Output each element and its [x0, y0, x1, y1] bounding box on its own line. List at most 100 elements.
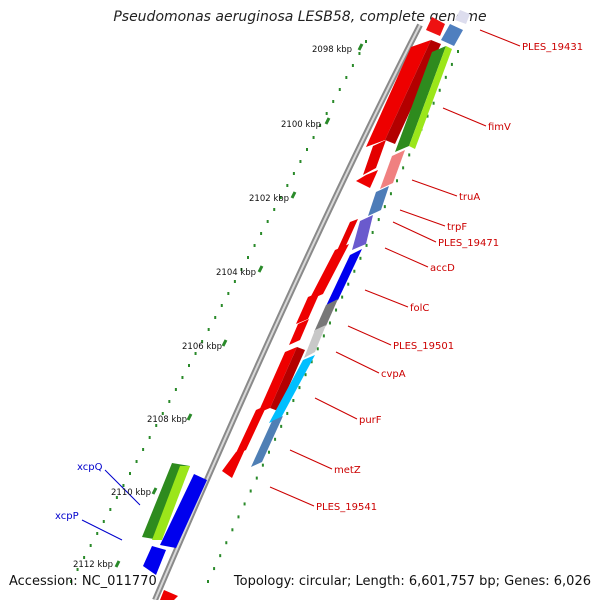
scale-dot: [274, 437, 277, 441]
scale-dot: [188, 364, 190, 367]
gene-block[interactable]: [441, 24, 463, 46]
gene-block[interactable]: [235, 405, 267, 455]
scale-dot: [237, 515, 240, 519]
scale-dot: [310, 360, 313, 364]
gene-label[interactable]: purF: [359, 415, 382, 426]
scale-dot: [89, 544, 92, 547]
scale-dot: [377, 218, 380, 222]
kbp-label: 2104 kbp: [216, 268, 256, 278]
gene-label[interactable]: truA: [459, 192, 480, 203]
gene-block[interactable]: [426, 17, 445, 36]
scale-dot: [359, 256, 362, 260]
gene-label[interactable]: xcpP: [55, 511, 79, 522]
scale-dot: [220, 304, 223, 307]
kbp-label: 2098 kbp: [312, 45, 352, 55]
scale-dot: [351, 64, 354, 67]
gene-block[interactable]: [352, 215, 373, 250]
kbp-tick: [290, 191, 297, 199]
gene-block[interactable]: [251, 416, 283, 467]
kbp-tick: [257, 265, 264, 273]
gene-block[interactable]: [296, 292, 320, 324]
scale-dot: [231, 528, 234, 532]
kbp-label: 2108 kbp: [147, 415, 187, 425]
scale-dot: [432, 101, 435, 105]
scale-dot: [316, 347, 319, 351]
gene-block[interactable]: [304, 325, 326, 358]
gene-block[interactable]: [222, 447, 246, 478]
scale-dot: [122, 484, 125, 487]
scale-dot: [83, 556, 86, 559]
gene-block[interactable]: [269, 355, 315, 423]
gene-block[interactable]: [395, 46, 446, 152]
scale-dot: [142, 448, 145, 451]
gene-label[interactable]: folC: [410, 303, 429, 314]
label-leader: [347, 325, 392, 346]
gene-label[interactable]: cvpA: [381, 369, 406, 380]
gene-block[interactable]: [258, 347, 297, 413]
gene-block[interactable]: [363, 140, 386, 175]
label-leaders: [269, 29, 521, 507]
scale-dot: [402, 166, 405, 170]
scale-dot: [325, 112, 328, 115]
scale-dot: [322, 334, 325, 338]
scale-dot: [286, 184, 289, 187]
scale-dot: [426, 114, 429, 118]
scale-dot: [292, 399, 295, 403]
scale-dot: [168, 400, 171, 403]
scale-dot: [194, 352, 197, 355]
scale-dot: [115, 496, 118, 499]
gene-block[interactable]: [143, 546, 166, 575]
scale-dot: [109, 508, 112, 511]
scale-dot: [219, 554, 222, 558]
genes-layer: [142, 10, 470, 600]
gene-block[interactable]: [368, 186, 389, 216]
gene-label[interactable]: fimV: [488, 122, 511, 133]
genome-title: Pseudomonas aeruginosa LESB58, complete …: [113, 9, 487, 25]
scale-dot: [243, 502, 246, 506]
gene-block[interactable]: [160, 590, 178, 600]
gene-label[interactable]: trpF: [447, 222, 467, 233]
gene-block[interactable]: [309, 244, 349, 300]
scale-dot: [233, 280, 236, 283]
scale-dot: [304, 373, 307, 377]
scale-dot: [213, 567, 216, 571]
gene-block[interactable]: [380, 150, 405, 189]
label-leader: [289, 449, 333, 470]
scale-dot: [345, 76, 348, 79]
scale-dot: [450, 62, 453, 66]
gene-label[interactable]: PLES_19471: [438, 238, 499, 249]
label-leader: [411, 179, 458, 197]
kbp-label: 2112 kbp: [73, 560, 113, 570]
scale-dot: [298, 386, 301, 390]
gene-block[interactable]: [270, 347, 305, 411]
gene-label[interactable]: xcpQ: [77, 462, 103, 473]
right-gene-labels: PLES_19431 fimV truA trpF PLES_19471 acc…: [316, 42, 583, 513]
gene-block[interactable]: [314, 299, 338, 332]
gene-block[interactable]: [356, 170, 378, 188]
gene-label[interactable]: PLES_19431: [522, 42, 583, 53]
gene-label[interactable]: PLES_19501: [393, 341, 454, 352]
gene-label[interactable]: PLES_19541: [316, 502, 377, 513]
gene-label[interactable]: metZ: [334, 465, 361, 476]
scale-dot: [299, 160, 302, 163]
label-leader: [364, 289, 409, 308]
gene-block[interactable]: [326, 249, 362, 306]
gene-block[interactable]: [455, 10, 470, 24]
label-leader: [104, 469, 141, 506]
gene-label[interactable]: accD: [430, 263, 455, 274]
scale-dot: [102, 520, 105, 523]
gene-block[interactable]: [409, 46, 452, 149]
scale-dot: [207, 580, 209, 583]
scale-dot: [365, 40, 367, 43]
gene-block[interactable]: [366, 40, 431, 147]
gene-block[interactable]: [289, 319, 309, 345]
kbp-tick: [357, 43, 364, 51]
kbp-tick: [186, 413, 193, 421]
scale-dot: [227, 292, 230, 295]
gene-block[interactable]: [335, 219, 358, 255]
gene-block[interactable]: [160, 474, 207, 548]
scale-dot: [249, 489, 252, 493]
gene-block[interactable]: [152, 466, 190, 540]
